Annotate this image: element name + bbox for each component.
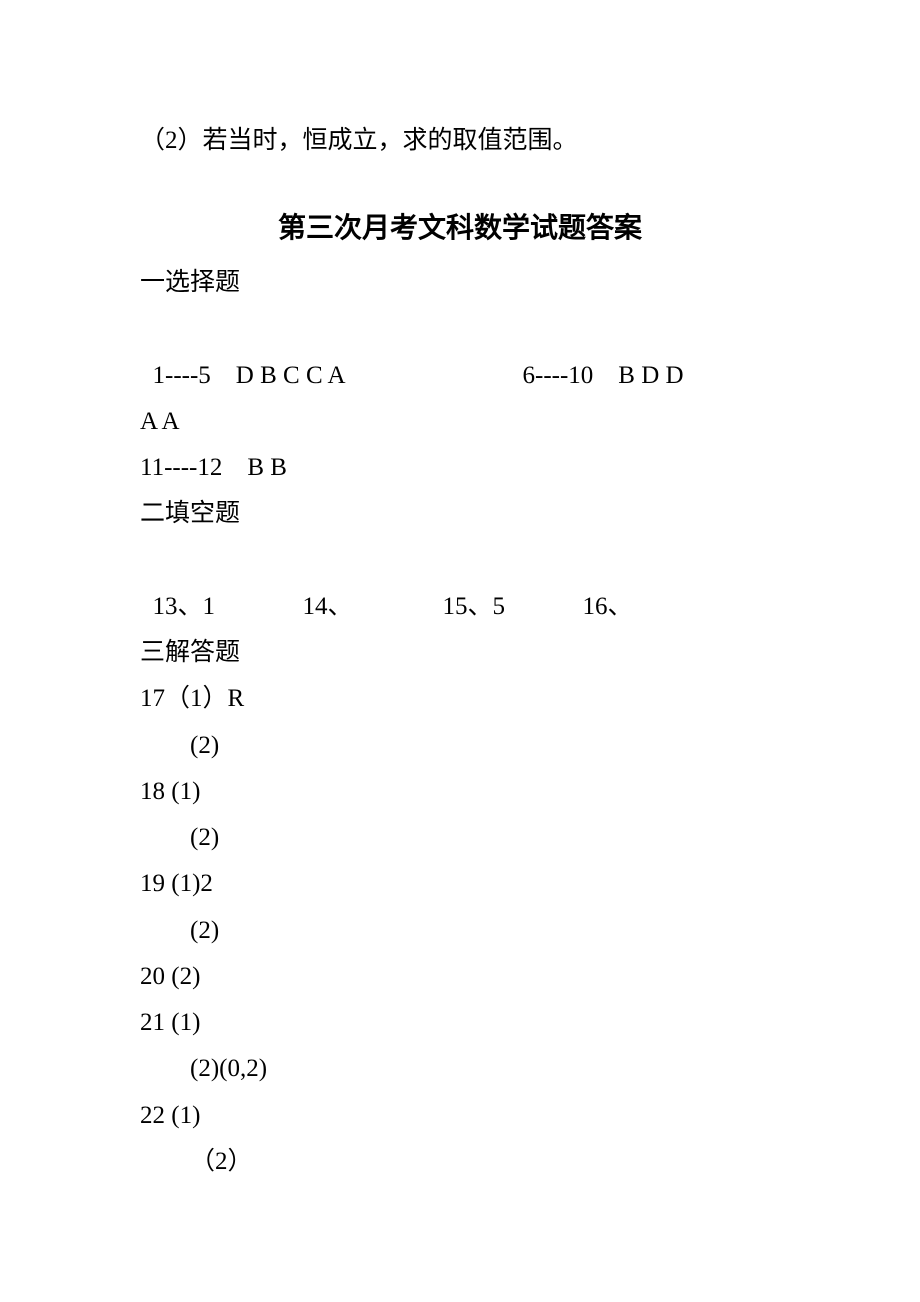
section3-heading: 三解答题 <box>140 630 780 676</box>
answer-line-8: (2)(0,2) <box>140 1046 780 1092</box>
answer-line-4: 19 (1)2 <box>140 861 780 907</box>
answer-line-9: 22 (1) <box>140 1093 780 1139</box>
answer-15: 15、5 <box>443 584 583 630</box>
answer-line-3: (2) <box>140 815 780 861</box>
section2-heading: 二填空题 <box>140 491 780 537</box>
answer-16: 16、 <box>583 593 633 620</box>
answer-line-7: 21 (1) <box>140 1000 780 1046</box>
answers-11-12: 11----12 B B <box>140 445 780 491</box>
answers-1-5: 1----5 D B C C A <box>153 353 523 399</box>
answer-line-1: (2) <box>140 723 780 769</box>
answer-line-2: 18 (1) <box>140 769 780 815</box>
section1-heading: 一选择题 <box>140 260 780 306</box>
answer-line-6: 20 (2) <box>140 954 780 1000</box>
answers-1-5-row: 1----5 D B C C A6----10 B D D <box>140 306 780 399</box>
answer-key-title: 第三次月考文科数学试题答案 <box>140 206 780 246</box>
answers-overflow: A A <box>140 399 780 445</box>
answer-13: 13、1 <box>153 584 303 630</box>
fill-blanks-row: 13、114、15、516、 <box>140 538 780 631</box>
answer-line-0: 17（1）R <box>140 676 780 722</box>
answer-line-10: （2） <box>140 1139 780 1185</box>
answer-14: 14、 <box>303 584 443 630</box>
answer-line-5: (2) <box>140 908 780 954</box>
answers-6-10: 6----10 B D D <box>523 362 684 389</box>
section3-answers-list: 17（1）R(2)18 (1)(2)19 (1)2(2)20 (2)21 (1)… <box>140 676 780 1185</box>
question-text: （2）若当时，恒成立，求的取值范围。 <box>140 120 780 156</box>
